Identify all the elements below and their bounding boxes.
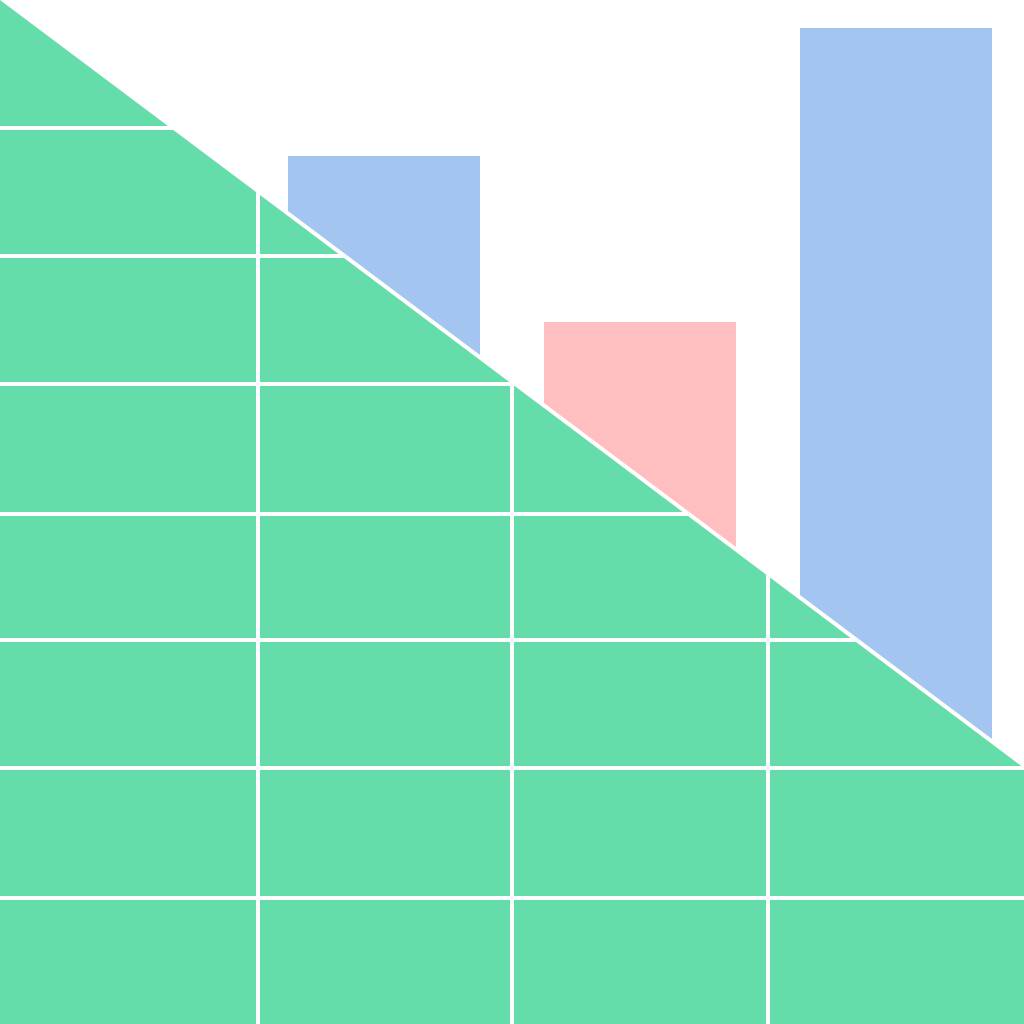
spreadsheet-chart-icon	[0, 0, 1024, 1024]
